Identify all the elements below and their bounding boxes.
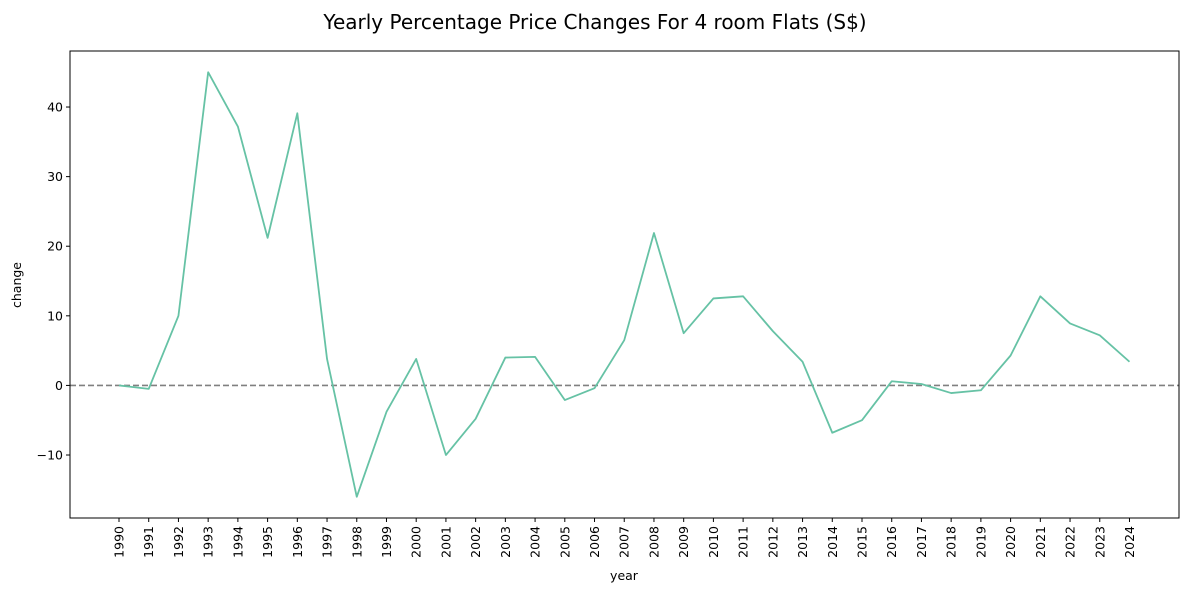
x-tick-label: 2012 xyxy=(765,526,780,558)
x-tick-label: 2016 xyxy=(884,526,899,558)
x-tick-label: 2014 xyxy=(825,526,840,558)
x-tick-label: 2015 xyxy=(855,526,870,558)
x-tick-label: 2001 xyxy=(438,526,453,558)
x-tick-label: 2017 xyxy=(914,526,929,558)
y-tick-label: −10 xyxy=(37,448,63,463)
x-tick-label: 2003 xyxy=(498,526,513,558)
series-line-0 xyxy=(118,71,1131,498)
chart-title: Yearly Percentage Price Changes For 4 ro… xyxy=(322,10,866,34)
x-tick-label: 1998 xyxy=(349,526,364,558)
x-tick-label: 2013 xyxy=(795,526,810,558)
y-tick-label: 20 xyxy=(47,239,63,254)
x-tick-label: 1996 xyxy=(290,526,305,558)
x-tick-label: 2000 xyxy=(409,526,424,558)
x-axis: 1990 1991 1992 1993 1994 1995 1996 1997 1998 1999… xyxy=(112,518,1137,558)
x-tick-label: 2004 xyxy=(528,526,543,558)
plot-area xyxy=(70,71,1179,498)
x-tick-label: 2019 xyxy=(973,526,988,558)
x-tick-label: 1992 xyxy=(171,526,186,558)
x-tick-label: 1997 xyxy=(320,526,335,558)
x-tick-label: 1990 xyxy=(112,526,127,558)
x-tick-label: 1995 xyxy=(260,526,275,558)
x-tick-label: 2024 xyxy=(1122,526,1137,558)
x-tick-label: 1999 xyxy=(379,526,394,558)
x-tick-label: 1994 xyxy=(230,526,245,558)
x-tick-label: 2006 xyxy=(587,526,602,558)
x-tick-label: 2022 xyxy=(1063,526,1078,558)
y-tick-label: 10 xyxy=(47,308,63,323)
y-axis-label: change xyxy=(9,262,24,308)
x-tick-label: 2020 xyxy=(1003,526,1018,558)
y-axis: −10 0 10 20 30 40 xyxy=(37,100,70,463)
x-tick-label: 1991 xyxy=(141,526,156,558)
x-tick-label: 2011 xyxy=(736,526,751,558)
x-tick-label: 2007 xyxy=(617,526,632,558)
y-tick-label: 0 xyxy=(55,378,63,393)
x-tick-label: 2010 xyxy=(706,526,721,558)
x-tick-label: 2021 xyxy=(1033,526,1048,558)
plot-frame xyxy=(69,50,1180,519)
x-tick-label: 2005 xyxy=(557,526,572,558)
x-tick-label: 2009 xyxy=(676,526,691,558)
x-axis-label: year xyxy=(610,568,639,583)
x-tick-label: 2008 xyxy=(646,526,661,558)
x-tick-label: 2002 xyxy=(468,526,483,558)
x-tick-label: 2023 xyxy=(1092,526,1107,558)
y-tick-label: 40 xyxy=(47,100,63,115)
x-tick-label: 2018 xyxy=(944,526,959,558)
x-tick-label: 1993 xyxy=(201,526,216,558)
y-tick-label: 30 xyxy=(47,169,63,184)
